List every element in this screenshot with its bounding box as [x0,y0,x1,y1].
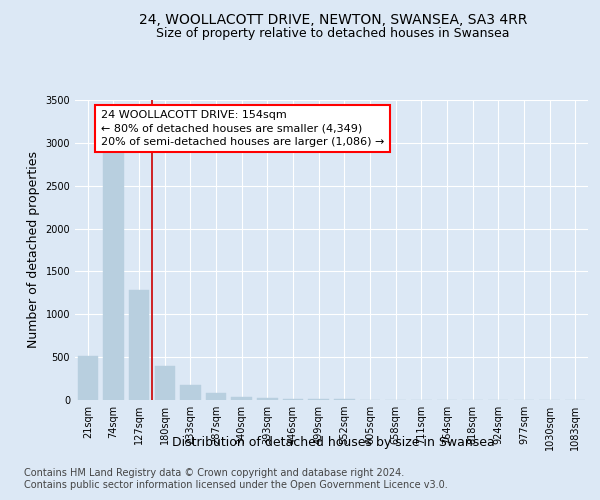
Bar [77,356,98,400]
Y-axis label: Number of detached properties: Number of detached properties [27,152,40,348]
Bar [206,393,226,400]
Text: Contains public sector information licensed under the Open Government Licence v3: Contains public sector information licen… [24,480,448,490]
Bar [257,398,278,400]
Text: Distribution of detached houses by size in Swansea: Distribution of detached houses by size … [172,436,494,449]
Text: 24 WOOLLACOTT DRIVE: 154sqm
← 80% of detached houses are smaller (4,349)
20% of : 24 WOOLLACOTT DRIVE: 154sqm ← 80% of det… [101,110,384,146]
Text: 24, WOOLLACOTT DRIVE, NEWTON, SWANSEA, SA3 4RR: 24, WOOLLACOTT DRIVE, NEWTON, SWANSEA, S… [139,12,527,26]
Bar [129,290,149,400]
Bar [180,384,200,400]
Bar [155,366,175,400]
Bar [232,396,252,400]
Text: Size of property relative to detached houses in Swansea: Size of property relative to detached ho… [156,28,510,40]
Bar [103,147,124,400]
Text: Contains HM Land Registry data © Crown copyright and database right 2024.: Contains HM Land Registry data © Crown c… [24,468,404,477]
Bar [283,399,303,400]
